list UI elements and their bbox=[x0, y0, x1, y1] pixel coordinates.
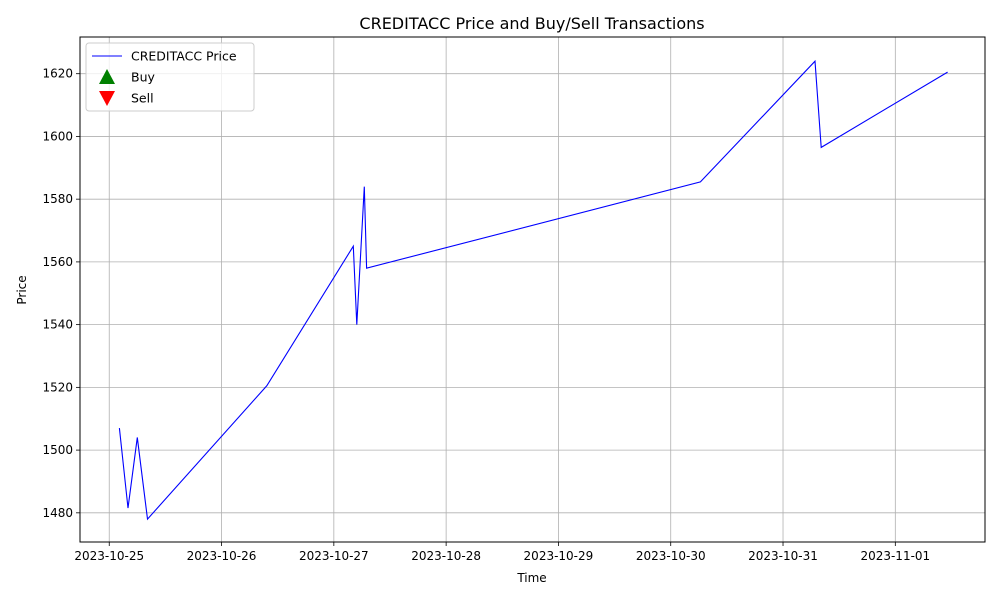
chart-title: CREDITACC Price and Buy/Sell Transaction… bbox=[359, 14, 704, 33]
series-layer bbox=[118, 59, 948, 521]
y-tick-label: 1580 bbox=[42, 192, 73, 206]
y-tick-label: 1500 bbox=[42, 443, 73, 457]
y-axis-label: Price bbox=[15, 275, 29, 304]
x-tick-label: 2023-11-01 bbox=[860, 549, 930, 563]
legend-label-buy: Buy bbox=[131, 70, 155, 85]
y-axis: 1480 1500 1520 1540 1560 1580 1600 1620 bbox=[42, 67, 80, 520]
y-tick-label: 1600 bbox=[42, 129, 73, 143]
x-tick-label: 2023-10-30 bbox=[636, 549, 706, 563]
x-tick-label: 2023-10-27 bbox=[299, 549, 369, 563]
legend-label-price: CREDITACC Price bbox=[131, 49, 237, 64]
y-tick-label: 1620 bbox=[42, 67, 73, 81]
plot-frame bbox=[79, 36, 986, 543]
sell-marker-icon bbox=[99, 91, 115, 106]
x-tick-label: 2023-10-29 bbox=[524, 549, 594, 563]
price-series-line bbox=[118, 59, 948, 521]
x-tick-label: 2023-10-31 bbox=[748, 549, 818, 563]
x-axis: 2023-10-25 2023-10-26 2023-10-27 2023-10-28… bbox=[74, 542, 930, 563]
x-tick-label: 2023-10-26 bbox=[187, 549, 257, 563]
y-tick-label: 1480 bbox=[42, 506, 73, 520]
y-tick-label: 1560 bbox=[42, 255, 73, 269]
grid bbox=[80, 37, 985, 542]
legend: CREDITACC Price Buy Sell bbox=[85, 42, 255, 112]
x-tick-label: 2023-10-28 bbox=[411, 549, 481, 563]
y-tick-label: 1540 bbox=[42, 318, 73, 332]
buy-marker-icon bbox=[99, 69, 115, 84]
y-tick-label: 1520 bbox=[42, 380, 73, 394]
legend-box bbox=[85, 42, 255, 112]
legend-label-sell: Sell bbox=[131, 91, 154, 106]
x-tick-label: 2023-10-25 bbox=[74, 549, 144, 563]
x-axis-label: Time bbox=[516, 571, 546, 585]
